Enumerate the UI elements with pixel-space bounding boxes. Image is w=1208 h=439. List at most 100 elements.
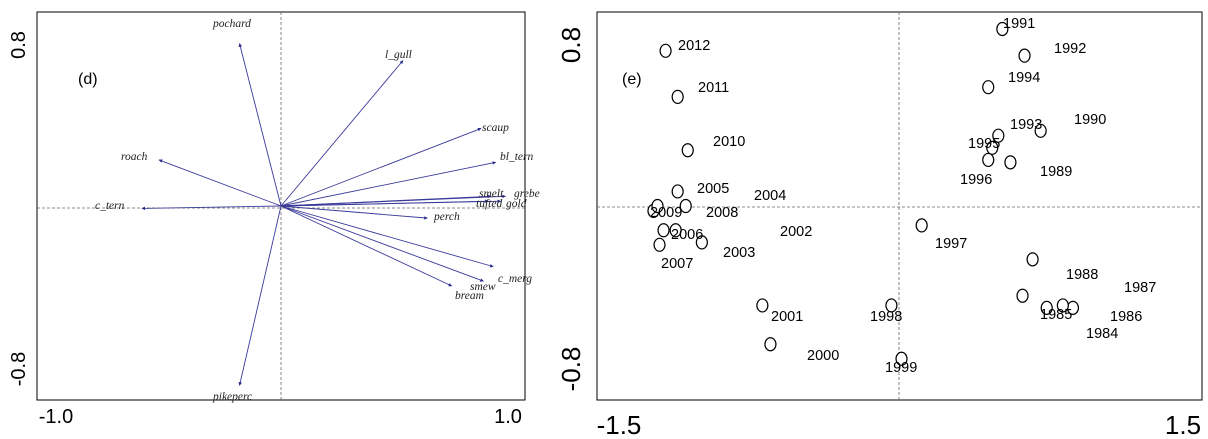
vector-smew [280, 205, 484, 282]
vector-label-grebe: grebe [514, 188, 540, 200]
point-label-2011: 2011 [698, 80, 729, 96]
x-tick-right-d: 1.0 [494, 406, 522, 428]
panel-label-d: (d) [78, 71, 98, 88]
vector-scaup [280, 127, 482, 207]
vector-pochard [238, 43, 282, 207]
vector-label-c_tern: c_tern [95, 200, 125, 212]
biplot-panel-d: (d) 0.8 -0.8 -1.0 1.0 pochard l_gull sca… [8, 11, 540, 428]
point-1994 [982, 80, 995, 95]
vector-bl_tern [280, 161, 497, 207]
point-label-1985: 1985 [1040, 307, 1072, 323]
x-tick-right-e: 1.5 [1165, 410, 1201, 439]
y-tick-top-e: 0.8 [556, 27, 586, 63]
point-1985 [1016, 288, 1029, 303]
plot-frame-e [596, 11, 1203, 401]
vector-pikeperc [238, 205, 282, 386]
vector-label-tufted: tufted [476, 198, 502, 210]
point-1989 [1004, 155, 1017, 170]
point-label-1988: 1988 [1066, 267, 1098, 283]
y-tick-bottom-d: -0.8 [8, 352, 30, 386]
vector-gold [280, 199, 501, 207]
y-tick-top-d: 0.8 [8, 31, 30, 59]
point-2007 [653, 237, 666, 252]
y-tick-bottom-e: -0.8 [556, 347, 586, 392]
point-1991 [996, 21, 1009, 37]
point-label-1999: 1999 [885, 360, 917, 376]
point-1984 [1040, 300, 1053, 315]
point-1997 [915, 218, 928, 233]
point-2011 [671, 89, 684, 104]
point-label-2001: 2001 [771, 309, 803, 325]
point-2000 [764, 337, 777, 352]
point-1998 [885, 298, 898, 313]
vector-label-gold: gold [506, 198, 527, 210]
point-label-2012: 2012 [678, 38, 710, 54]
point-label-2005: 2005 [697, 181, 729, 197]
vector-l_gull [280, 60, 404, 207]
point-label-1994: 1994 [1008, 70, 1040, 86]
point-2002 [695, 235, 708, 250]
point-label-1989: 1989 [1040, 164, 1072, 180]
point-1993 [992, 128, 1005, 143]
point-2005 [671, 184, 684, 199]
vector-label-smelt: smelt [479, 188, 504, 200]
point-label-2004: 2004 [754, 188, 786, 204]
vector-label-pochard: pochard [212, 18, 251, 30]
point-label-2007: 2007 [661, 256, 693, 272]
point-label-1998: 1998 [870, 309, 902, 325]
point-label-1996: 1996 [960, 172, 992, 188]
vector-group [141, 43, 506, 386]
point-2001 [756, 298, 769, 313]
point-2008 [651, 198, 664, 214]
scatter-panel-e: (e) 0.8 -0.8 -1.5 1.5 2012 2011 2010 200… [556, 11, 1203, 439]
vector-perch [280, 205, 428, 220]
vector-label-pikeperc: pikeperc [212, 391, 252, 403]
point-label-1995: 1995 [968, 136, 1000, 152]
point-label-2002: 2002 [780, 224, 812, 240]
point-label-1991: 1991 [1003, 16, 1035, 32]
vector-grebe [280, 194, 506, 207]
point-label-2009: 2009 [650, 205, 682, 221]
point-label-1990: 1990 [1074, 112, 1106, 128]
point-1996 [982, 152, 995, 168]
panel-label-e: (e) [622, 71, 642, 88]
point-2012 [659, 43, 672, 58]
x-tick-left-d: -1.0 [39, 406, 73, 428]
point-label-1992: 1992 [1054, 41, 1086, 57]
point-label-2006: 2006 [671, 227, 703, 243]
x-tick-left-e: -1.5 [597, 410, 642, 439]
point-label-2003: 2003 [723, 245, 755, 261]
point-label-1987: 1987 [1124, 280, 1156, 296]
point-1995 [986, 140, 999, 155]
point-2010 [681, 143, 694, 158]
vector-c_tern [141, 205, 282, 211]
point-label-2008: 2008 [706, 205, 738, 221]
point-label-1997: 1997 [935, 236, 967, 252]
point-label-1993: 1993 [1010, 117, 1042, 133]
point-label-1986: 1986 [1110, 309, 1142, 325]
point-1988 [1026, 252, 1039, 267]
vector-label-smew: smew [470, 281, 496, 293]
point-1999 [895, 351, 908, 366]
point-2006 [657, 223, 670, 238]
point-1992 [1018, 48, 1031, 63]
point-label-2000: 2000 [807, 348, 839, 364]
vector-label-group: pochard l_gull scaup bl_tern roach c_ter… [95, 18, 540, 403]
vector-label-perch: perch [433, 211, 460, 223]
vector-label-bream: bream [455, 290, 484, 302]
vector-label-bl_tern: bl_tern [500, 151, 533, 163]
vector-roach [158, 159, 282, 207]
vector-label-scaup: scaup [482, 122, 509, 134]
point-2003 [669, 223, 682, 238]
vector-label-c_merg: c_merg [498, 273, 532, 285]
point-group [647, 21, 1080, 366]
vector-bream [280, 205, 453, 287]
point-1986 [1056, 298, 1069, 313]
point-label-2010: 2010 [713, 134, 745, 150]
point-2004 [679, 198, 692, 214]
vector-label-l_gull: l_gull [385, 49, 412, 61]
vector-c_merg [280, 205, 494, 268]
vector-label-roach: roach [121, 151, 148, 163]
point-label-group: 2012 2011 2010 2005 2004 2009 2008 2006 … [650, 16, 1156, 376]
